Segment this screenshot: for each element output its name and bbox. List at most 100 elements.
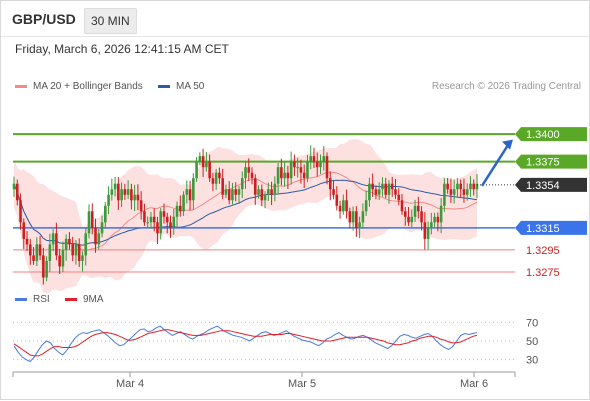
candle-body <box>302 172 306 179</box>
legend-rsi-label: RSI <box>33 294 50 305</box>
candle-body <box>169 222 172 228</box>
level-tag-1.3400 <box>515 127 587 142</box>
rsi-tick-70: 70 <box>526 317 538 329</box>
last-price-tag <box>515 177 587 192</box>
candle-body <box>374 189 378 195</box>
candle-body <box>462 189 466 195</box>
candle-body <box>90 211 94 228</box>
ma20-swatch <box>15 85 27 88</box>
candle-body <box>338 205 342 212</box>
candle-body <box>42 255 45 278</box>
ma50-line <box>13 179 478 246</box>
candle-body <box>45 260 48 278</box>
candle-body <box>123 189 127 195</box>
candle-body <box>156 222 159 234</box>
candle-body <box>113 183 117 190</box>
legend-ma9-label: 9MA <box>83 294 104 305</box>
candle-body <box>263 194 267 201</box>
candle-body <box>192 178 195 201</box>
candle-body <box>417 205 420 212</box>
candle-body <box>214 172 218 184</box>
candle-body <box>149 216 153 223</box>
candle-body <box>162 211 166 217</box>
candle-body <box>260 189 264 201</box>
candle-body <box>345 200 348 212</box>
candle-body <box>267 189 270 195</box>
candle-body <box>38 244 42 256</box>
candle-body <box>107 194 110 206</box>
candle-body <box>58 255 61 267</box>
candle-body <box>218 172 221 179</box>
candle-body <box>465 189 469 195</box>
copyright: Research © 2026 Trading Central <box>431 81 581 92</box>
timestamp: Friday, March 6, 2026 12:41:15 AM CET <box>15 42 229 56</box>
period-button[interactable]: 30 MIN <box>84 8 137 34</box>
candle-body <box>188 189 192 201</box>
candle-body <box>175 205 179 217</box>
projection-arrow-head <box>502 139 513 150</box>
ma50-swatch <box>158 85 170 88</box>
candle-body <box>394 189 397 195</box>
projection-arrow-shaft <box>480 142 511 187</box>
header-divider <box>1 36 590 37</box>
candle-body <box>452 189 456 195</box>
candle-body <box>22 222 26 239</box>
candle-body <box>103 205 107 223</box>
candle-body <box>94 227 97 245</box>
candle-body <box>293 161 296 168</box>
legend-ma50: MA 50 <box>158 81 204 92</box>
candle-body <box>446 183 449 190</box>
candle-body <box>221 178 224 195</box>
level-label-1.3400: 1.3400 <box>526 129 560 141</box>
rsi-swatch <box>15 298 27 301</box>
candle-body <box>335 194 339 206</box>
candle-body <box>133 194 136 201</box>
candle-body <box>280 167 283 179</box>
candle-body <box>231 189 234 201</box>
candle-body <box>306 161 309 179</box>
level-label-1.3295: 1.3295 <box>526 245 560 257</box>
candle-body <box>312 156 316 162</box>
candle-body <box>110 189 114 195</box>
symbol-title: GBP/USD <box>12 11 76 27</box>
candle-body <box>25 238 29 245</box>
x-tick-label-Mar 5: Mar 5 <box>288 378 316 390</box>
candle-body <box>315 161 319 168</box>
level-tag-1.3375 <box>515 154 587 169</box>
candle-body <box>371 183 374 190</box>
candle-body <box>400 200 404 212</box>
last-price-label: 1.3354 <box>526 180 560 192</box>
x-tick-label-Mar 4: Mar 4 <box>116 378 144 390</box>
candle-body <box>15 183 19 201</box>
candle-body <box>130 189 133 201</box>
candle-body <box>270 189 273 195</box>
candle-body <box>100 222 104 234</box>
candle-body <box>439 205 443 223</box>
candle-body <box>475 183 479 190</box>
candle-body <box>351 211 355 223</box>
legend-ma20: MA 20 + Bollinger Bands <box>15 81 143 92</box>
candle-body <box>299 167 303 173</box>
candle-body <box>250 172 254 179</box>
candle-body <box>77 244 81 261</box>
candle-body <box>120 189 123 201</box>
candle-body <box>403 211 407 217</box>
candle-body <box>48 244 52 261</box>
candle-body <box>12 183 16 190</box>
legend-rsi: RSI <box>15 294 50 305</box>
candle-body <box>426 227 430 239</box>
candle-body <box>433 216 436 223</box>
candle-body <box>208 161 211 179</box>
candle-body <box>240 178 244 190</box>
candle-body <box>430 222 433 228</box>
candle-body <box>387 183 391 195</box>
candle-body <box>469 183 472 190</box>
legend-ma20-label: MA 20 + Bollinger Bands <box>33 81 143 92</box>
candle-body <box>227 189 231 201</box>
candle-body <box>309 156 313 162</box>
candle-body <box>55 233 58 256</box>
candle-body <box>253 178 257 195</box>
candle-body <box>29 244 32 256</box>
candle-body <box>237 189 241 195</box>
